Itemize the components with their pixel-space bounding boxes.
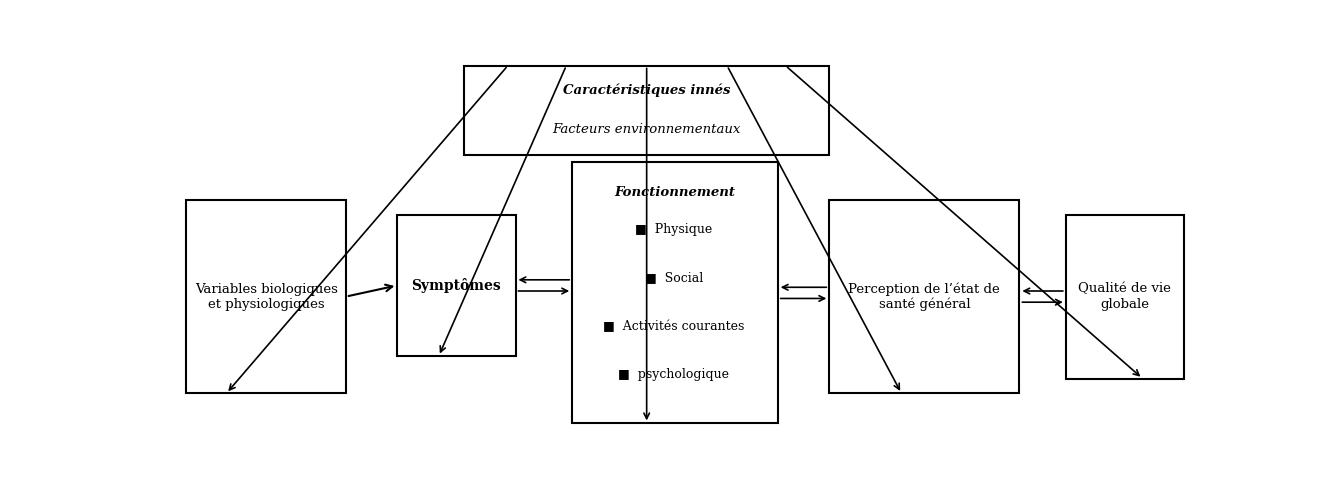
FancyBboxPatch shape bbox=[1066, 214, 1184, 378]
Text: Fonctionnement: Fonctionnement bbox=[614, 186, 735, 199]
Text: Symptômes: Symptômes bbox=[411, 278, 502, 293]
Text: ■  Physique: ■ Physique bbox=[636, 223, 713, 236]
Text: ■  psychologique: ■ psychologique bbox=[618, 368, 730, 381]
Text: Perception de l’état de
santé général: Perception de l’état de santé général bbox=[848, 282, 1001, 311]
Text: ■  Social: ■ Social bbox=[645, 272, 703, 285]
Text: Qualité de vie
globale: Qualité de vie globale bbox=[1079, 283, 1172, 311]
FancyBboxPatch shape bbox=[829, 200, 1019, 393]
FancyBboxPatch shape bbox=[397, 214, 516, 356]
Text: Variables biologiques
et physiologiques: Variables biologiques et physiologiques bbox=[195, 283, 337, 311]
Text: Facteurs environnementaux: Facteurs environnementaux bbox=[552, 123, 740, 136]
FancyBboxPatch shape bbox=[186, 200, 346, 393]
Text: Caractéristiques innés: Caractéristiques innés bbox=[563, 84, 730, 97]
FancyBboxPatch shape bbox=[464, 65, 829, 155]
Text: ■  Activités courantes: ■ Activités courantes bbox=[604, 320, 744, 333]
FancyBboxPatch shape bbox=[572, 163, 778, 424]
